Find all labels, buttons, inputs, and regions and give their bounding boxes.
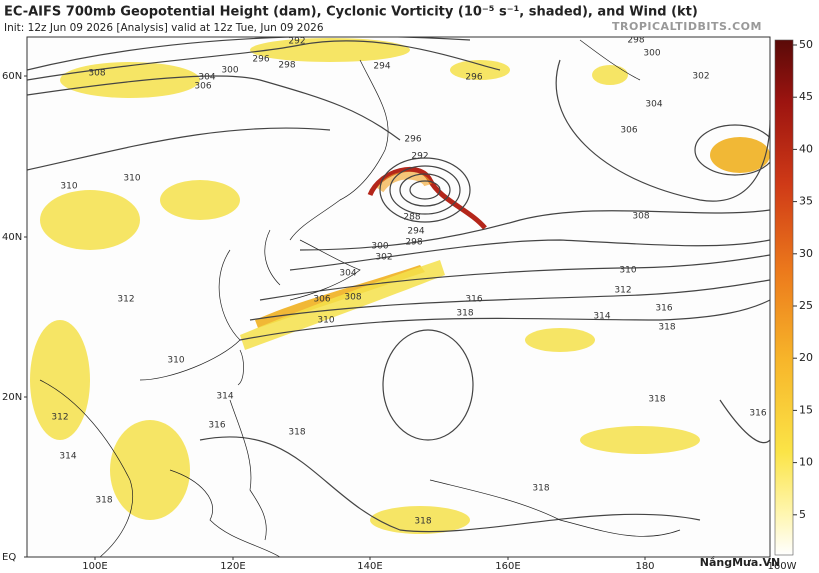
lon-label: 160E xyxy=(495,561,520,572)
contour-label: 318 xyxy=(456,309,473,319)
map-frame xyxy=(26,36,771,558)
lon-label: 180 xyxy=(635,561,654,572)
contour-label: 298 xyxy=(405,238,422,248)
contour-label: 296 xyxy=(404,135,421,145)
subtitle: Init: 12z Jun 09 2026 [Analysis] valid a… xyxy=(4,22,324,34)
contour-label: 314 xyxy=(59,452,76,462)
colorbar-tick-label: 50 xyxy=(799,38,813,51)
contour-label: 318 xyxy=(288,428,305,438)
contour-label: 302 xyxy=(692,72,709,82)
contour-label: 318 xyxy=(648,395,665,405)
contour-label: 310 xyxy=(317,316,334,326)
lat-label: 20N xyxy=(2,392,22,403)
contour-label: 310 xyxy=(123,174,140,184)
contour-label: 312 xyxy=(51,413,68,423)
height-contours xyxy=(27,37,770,533)
contour-label: 296 xyxy=(465,73,482,83)
colorbar-tick-label: 15 xyxy=(799,403,813,416)
contour-label: 310 xyxy=(619,266,636,276)
colorbar-ticks: 50 45 40 35 30 25 20 15 10 5 xyxy=(793,38,813,521)
contour-label: 318 xyxy=(414,517,431,527)
contour-label: 300 xyxy=(371,242,388,252)
contour-label: 310 xyxy=(167,356,184,366)
coastlines xyxy=(39,39,681,557)
contour-label: 292 xyxy=(411,152,428,162)
contour-label: 318 xyxy=(95,496,112,506)
contour-label: 314 xyxy=(593,312,610,322)
contour-label: 318 xyxy=(658,323,675,333)
colorbar-tick-label: 10 xyxy=(799,456,813,469)
contour-label: 298 xyxy=(627,36,644,46)
contour-label: 288 xyxy=(403,213,420,223)
colorbar-tick-label: 5 xyxy=(799,508,806,521)
contour-label: 308 xyxy=(344,293,361,303)
contour-label: 300 xyxy=(221,66,238,76)
contour-label: 312 xyxy=(117,295,134,305)
colorbar xyxy=(774,39,794,556)
colorbar-tick-label: 35 xyxy=(799,195,813,208)
contour-label: 302 xyxy=(375,253,392,263)
lon-label: 120E xyxy=(220,561,245,572)
contour-label: 296 xyxy=(252,55,269,65)
contour-label: 292 xyxy=(288,37,305,47)
colorbar-tick-label: 25 xyxy=(799,299,813,312)
contour-label: 314 xyxy=(216,392,233,402)
lat-label: 60N xyxy=(2,71,22,82)
contour-label: 306 xyxy=(620,126,637,136)
lon-label: 160W xyxy=(768,561,797,572)
colorbar-tick-label: 20 xyxy=(799,351,813,364)
contour-label: 304 xyxy=(339,269,356,279)
title: EC-AIFS 700mb Geopotential Height (dam),… xyxy=(4,5,698,20)
contour-label: 304 xyxy=(645,100,662,110)
contour-labels: 2922962983003043063082942962983003023043… xyxy=(51,36,766,527)
contour-label: 298 xyxy=(278,61,295,71)
contour-label: 316 xyxy=(465,295,482,305)
contour-label: 306 xyxy=(194,82,211,92)
contour-label: 304 xyxy=(198,73,215,83)
contour-label: 316 xyxy=(749,409,766,419)
contour-label: 318 xyxy=(532,484,549,494)
contour-label: 316 xyxy=(655,304,672,314)
contour-label: 308 xyxy=(632,212,649,222)
contour-label: 300 xyxy=(643,49,660,59)
contour-label: 308 xyxy=(88,69,105,79)
contour-label: 316 xyxy=(208,421,225,431)
lat-label: 40N xyxy=(2,232,22,243)
contour-label: 306 xyxy=(313,295,330,305)
contour-label: 310 xyxy=(60,182,77,192)
map: 2922962983003043063082942962983003023043… xyxy=(27,36,770,557)
colorbar-tick-label: 40 xyxy=(799,142,813,155)
colorbar-tick-label: 45 xyxy=(799,90,813,103)
brand: TROPICALTIDBITS.COM xyxy=(612,20,762,33)
contour-label: 294 xyxy=(407,227,424,237)
vorticity-shading xyxy=(30,38,770,534)
map-axes: 60N 40N 20N EQ 100E 120E 140E 160E 180 160W xyxy=(2,71,797,572)
lon-label: 100E xyxy=(82,561,107,572)
contour-label: 312 xyxy=(614,286,631,296)
contour-label: 294 xyxy=(373,62,390,72)
lon-label: 140E xyxy=(357,561,382,572)
colorbar-tick-label: 30 xyxy=(799,247,813,260)
watermark: NắngMưa.VN xyxy=(700,556,780,569)
lat-label: EQ xyxy=(2,552,16,563)
